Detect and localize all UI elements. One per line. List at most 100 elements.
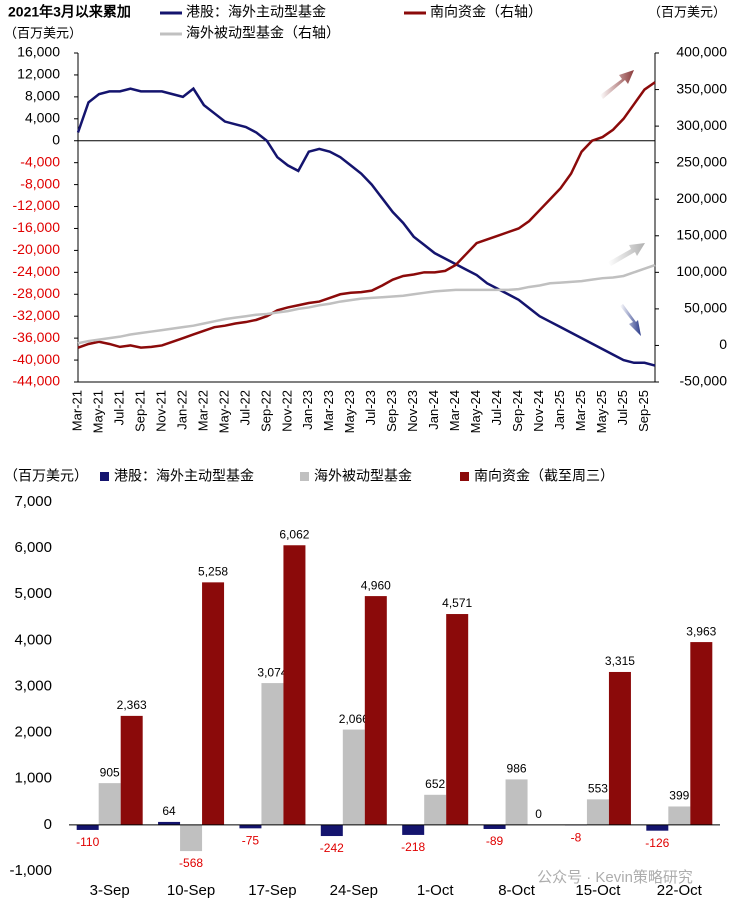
legend-swatch [100, 472, 109, 481]
y-tick-label: 4,000 [25, 110, 60, 126]
y2-tick-label: 400,000 [676, 44, 727, 60]
y-tick-label: -16,000 [13, 219, 61, 235]
value-label: -75 [242, 834, 260, 848]
value-label: -242 [320, 841, 344, 855]
x-tick-label: 3-Sep [90, 882, 130, 899]
x-tick-label: 1-Oct [417, 882, 455, 899]
x-tick-label: Sep-25 [636, 390, 651, 432]
x-tick-label: Sep-22 [258, 390, 273, 432]
y-tick-label: -12,000 [13, 197, 61, 213]
x-tick-label: Jan-22 [174, 390, 189, 430]
x-tick-label: Sep-24 [510, 390, 525, 432]
x-tick-label: Jul-22 [237, 390, 252, 425]
x-tick-label: Mar-22 [195, 390, 210, 431]
x-tick-label: Jul-25 [615, 390, 630, 425]
y-tick-label: 8,000 [25, 88, 60, 104]
y-tick-label: 0 [44, 816, 52, 833]
series-line [77, 263, 656, 345]
bar [505, 779, 528, 825]
bar [320, 824, 343, 837]
value-label: 5,258 [198, 565, 228, 579]
bar [202, 582, 225, 825]
value-label: 6,062 [279, 527, 309, 541]
x-tick-label: Jan-25 [552, 390, 567, 430]
value-label: -89 [486, 834, 504, 848]
x-tick-label: May-22 [216, 390, 231, 433]
y-tick-label: -8,000 [20, 175, 60, 191]
value-label: 64 [162, 804, 176, 818]
value-label: 399 [669, 789, 689, 803]
value-label: 3,074 [257, 665, 287, 679]
x-tick-label: Jul-23 [363, 390, 378, 425]
y2-tick-label: 100,000 [676, 263, 727, 279]
bar [364, 596, 387, 825]
legend-swatch [460, 472, 469, 481]
bar [261, 683, 284, 825]
x-tick-label: May-24 [468, 390, 483, 433]
legend-label: 南向资金（截至周三） [474, 468, 614, 484]
y2-tick-label: 350,000 [676, 80, 727, 96]
y2-tick-label: 300,000 [676, 117, 727, 133]
x-tick-label: Jan-24 [426, 390, 441, 430]
y-tick-label: -20,000 [13, 241, 61, 257]
y-tick-label: -1,000 [9, 862, 52, 879]
y-tick-label: -40,000 [13, 351, 61, 367]
bar [342, 729, 365, 825]
legend-label: 南向资金（右轴） [430, 4, 542, 20]
value-label: 652 [425, 777, 445, 791]
value-label: 2,066 [339, 712, 369, 726]
y-tick-label: 1,000 [14, 770, 52, 787]
x-tick-label: Jan-23 [300, 390, 315, 430]
x-tick-label: May-25 [594, 390, 609, 433]
value-label: 905 [100, 765, 120, 779]
value-label: -568 [179, 856, 203, 870]
y-axis-label: （百万美元） [4, 468, 88, 484]
value-label: -126 [645, 836, 669, 850]
x-tick-label: 15-Oct [575, 882, 621, 899]
y-axis-label: （百万美元） [4, 25, 82, 40]
y2-tick-label: 200,000 [676, 190, 727, 206]
y-tick-label: -36,000 [13, 329, 61, 345]
bar [608, 671, 631, 825]
bar [646, 824, 669, 831]
bar [158, 821, 181, 825]
bar [98, 783, 121, 825]
y-tick-label: -28,000 [13, 285, 61, 301]
x-tick-label: Nov-23 [405, 390, 420, 432]
x-tick-label: Mar-24 [447, 390, 462, 431]
value-label: 4,571 [442, 596, 472, 610]
bar [239, 824, 262, 829]
y-tick-label: -44,000 [13, 373, 61, 389]
y2-axis-label: （百万美元） [648, 4, 726, 19]
y-tick-label: -32,000 [13, 307, 61, 323]
chart-title: 2021年3月以来累加 [8, 4, 131, 20]
y-tick-label: 2,000 [14, 724, 52, 741]
x-tick-label: 8-Oct [498, 882, 536, 899]
y-tick-label: 12,000 [17, 66, 60, 82]
bar [402, 824, 425, 835]
x-tick-label: 17-Sep [248, 882, 296, 899]
y-tick-label: 4,000 [14, 631, 52, 648]
legend-swatch [300, 472, 309, 481]
value-label: 986 [507, 762, 527, 776]
x-tick-label: 22-Oct [657, 882, 703, 899]
y-tick-label: -4,000 [20, 153, 60, 169]
x-tick-label: Jul-21 [111, 390, 126, 425]
x-tick-label: Mar-23 [321, 390, 336, 431]
value-label: -8 [571, 830, 582, 844]
value-label: 2,363 [117, 698, 147, 712]
x-tick-label: Mar-25 [573, 390, 588, 431]
x-tick-label: 10-Sep [167, 882, 215, 899]
value-label: 553 [588, 782, 608, 796]
y2-tick-label: -50,000 [680, 373, 728, 389]
bar [76, 824, 99, 830]
bar [483, 824, 506, 829]
bar [668, 806, 691, 825]
bar [586, 799, 609, 825]
watermark: 公众号 · Kevin策略研究 [537, 869, 693, 886]
value-label: 3,315 [605, 654, 635, 668]
bar [120, 715, 143, 825]
value-label: -110 [76, 835, 99, 849]
x-tick-label: Nov-24 [531, 390, 546, 432]
y-tick-label: 7,000 [14, 493, 52, 510]
